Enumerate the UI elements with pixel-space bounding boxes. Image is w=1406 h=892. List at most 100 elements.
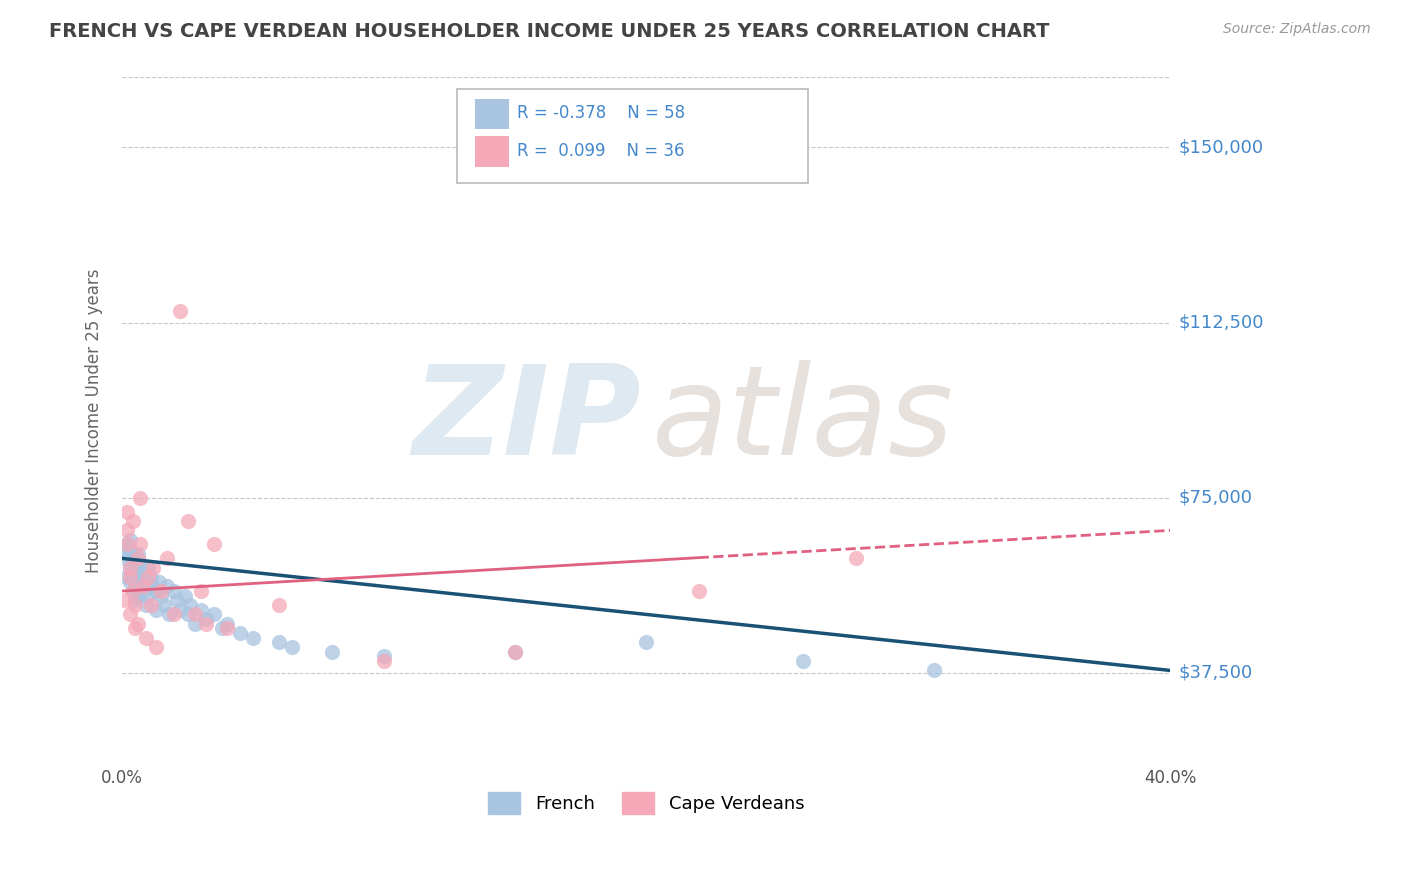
Point [155, 579, 177, 593]
Point [163, 584, 186, 599]
Point [792, 654, 814, 668]
Point [145, 640, 167, 654]
Point [121, 566, 143, 580]
Point [129, 537, 152, 551]
Point [166, 593, 188, 607]
Point [150, 584, 173, 599]
Point [142, 579, 165, 593]
Point [373, 649, 395, 664]
Point [121, 514, 143, 528]
Text: $112,500: $112,500 [1178, 314, 1264, 332]
Point [127, 616, 149, 631]
Point [127, 547, 149, 561]
Text: $37,500: $37,500 [1178, 664, 1253, 681]
Point [132, 579, 155, 593]
Point [211, 622, 233, 636]
Point [139, 598, 162, 612]
Point [129, 556, 152, 570]
Point [118, 533, 141, 547]
Point [136, 560, 159, 574]
Point [127, 574, 149, 589]
Point [845, 551, 868, 566]
Point [124, 551, 146, 566]
Point [163, 607, 186, 622]
Text: $75,000: $75,000 [1178, 489, 1253, 507]
Point [184, 616, 207, 631]
Point [118, 574, 141, 589]
Point [135, 574, 157, 589]
Point [145, 603, 167, 617]
Point [153, 598, 176, 612]
Text: atlas: atlas [651, 360, 953, 481]
Point [117, 547, 139, 561]
Point [269, 598, 291, 612]
Point [176, 607, 198, 622]
Point [118, 570, 141, 584]
Point [142, 560, 165, 574]
Point [169, 603, 191, 617]
Legend: French, Cape Verdeans: French, Cape Verdeans [479, 783, 814, 823]
Y-axis label: Householder Income Under 25 years: Householder Income Under 25 years [86, 268, 103, 573]
Point [373, 654, 395, 668]
Point [117, 524, 139, 538]
Point [124, 579, 146, 593]
Point [135, 631, 157, 645]
Text: Source: ZipAtlas.com: Source: ZipAtlas.com [1223, 22, 1371, 37]
Point [139, 570, 162, 584]
Point [129, 579, 152, 593]
Point [169, 304, 191, 318]
Point [118, 560, 141, 574]
Point [636, 635, 658, 649]
Point [127, 589, 149, 603]
Point [129, 491, 152, 505]
Point [145, 584, 167, 599]
Point [202, 537, 225, 551]
Point [174, 589, 197, 603]
Point [132, 584, 155, 599]
Point [118, 560, 141, 574]
Point [117, 537, 139, 551]
Point [114, 593, 136, 607]
Point [503, 645, 526, 659]
Point [190, 584, 212, 599]
Point [924, 664, 946, 678]
Point [281, 640, 304, 654]
Point [179, 598, 201, 612]
Point [229, 626, 252, 640]
Text: $150,000: $150,000 [1178, 138, 1264, 156]
Point [688, 584, 710, 599]
Point [118, 542, 141, 557]
Point [194, 616, 217, 631]
Point [136, 589, 159, 603]
Point [135, 598, 157, 612]
Text: R =  0.099    N = 36: R = 0.099 N = 36 [517, 142, 685, 160]
Point [124, 598, 146, 612]
Point [118, 607, 141, 622]
Point [148, 574, 170, 589]
Point [127, 551, 149, 566]
Point [127, 570, 149, 584]
Point [117, 537, 139, 551]
Point [184, 607, 207, 622]
Point [136, 570, 159, 584]
Text: R = -0.378    N = 58: R = -0.378 N = 58 [517, 104, 686, 122]
Text: FRENCH VS CAPE VERDEAN HOUSEHOLDER INCOME UNDER 25 YEARS CORRELATION CHART: FRENCH VS CAPE VERDEAN HOUSEHOLDER INCOM… [49, 22, 1050, 41]
Point [155, 551, 177, 566]
Point [121, 584, 143, 599]
Point [150, 589, 173, 603]
Point [269, 635, 291, 649]
Point [503, 645, 526, 659]
Point [190, 603, 212, 617]
Point [124, 560, 146, 574]
Text: ZIP: ZIP [412, 360, 641, 481]
Point [215, 622, 238, 636]
Point [117, 570, 139, 584]
Point [114, 551, 136, 566]
Point [202, 607, 225, 622]
Point [194, 612, 217, 626]
Point [124, 593, 146, 607]
Point [215, 616, 238, 631]
Point [321, 645, 343, 659]
Point [121, 556, 143, 570]
Point [176, 514, 198, 528]
